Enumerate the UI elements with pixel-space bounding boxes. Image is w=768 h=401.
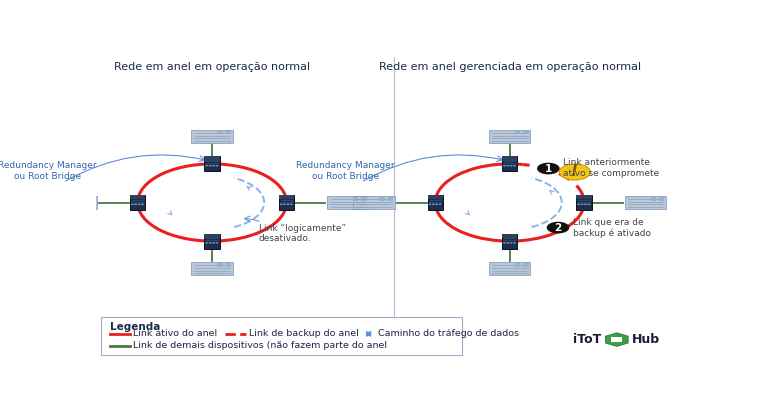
Circle shape [513,242,516,244]
Text: Link “logicamente”
desativado.: Link “logicamente” desativado. [259,224,346,243]
FancyBboxPatch shape [502,156,518,171]
Circle shape [209,242,211,244]
Text: Hub: Hub [632,333,660,346]
Circle shape [588,204,591,205]
FancyBboxPatch shape [204,234,220,249]
Text: 1: 1 [545,164,552,174]
Circle shape [578,204,580,205]
Text: Link ativo do anel: Link ativo do anel [133,329,217,338]
Circle shape [435,204,439,205]
FancyBboxPatch shape [327,196,369,209]
FancyBboxPatch shape [101,317,462,355]
FancyBboxPatch shape [353,196,395,209]
FancyBboxPatch shape [55,196,98,209]
FancyBboxPatch shape [217,263,223,267]
Circle shape [212,165,215,166]
Text: Legenda: Legenda [111,322,161,332]
FancyBboxPatch shape [523,131,528,134]
Circle shape [559,164,591,180]
Text: Link de demais dispositivos (não fazem parte do anel: Link de demais dispositivos (não fazem p… [133,342,387,350]
Circle shape [215,242,218,244]
Circle shape [137,204,141,205]
Circle shape [503,242,506,244]
FancyBboxPatch shape [226,131,231,134]
FancyBboxPatch shape [279,195,294,210]
FancyBboxPatch shape [191,130,233,143]
Text: Redundancy Manager
ou Root Bridge: Redundancy Manager ou Root Bridge [296,162,395,181]
FancyBboxPatch shape [81,197,87,200]
Circle shape [513,165,516,166]
FancyBboxPatch shape [388,197,393,200]
Circle shape [205,242,208,244]
FancyBboxPatch shape [90,197,95,200]
FancyBboxPatch shape [226,263,231,267]
Circle shape [212,242,215,244]
Circle shape [503,165,506,166]
Text: Caminho do tráfego de dados: Caminho do tráfego de dados [378,329,519,338]
FancyBboxPatch shape [576,195,592,210]
Text: Link de backup do anel: Link de backup do anel [249,329,359,338]
FancyBboxPatch shape [515,131,521,134]
FancyBboxPatch shape [353,197,359,200]
Circle shape [209,165,211,166]
Circle shape [141,204,144,205]
FancyBboxPatch shape [130,195,145,210]
FancyBboxPatch shape [428,195,443,210]
Text: Link que era de
backup é ativado: Link que era de backup é ativado [573,218,651,238]
FancyBboxPatch shape [624,196,666,209]
FancyBboxPatch shape [204,156,220,171]
Circle shape [205,165,208,166]
FancyBboxPatch shape [428,195,443,199]
FancyBboxPatch shape [191,262,233,275]
FancyBboxPatch shape [502,234,518,238]
FancyBboxPatch shape [523,263,528,267]
Text: 2: 2 [554,223,561,233]
Circle shape [134,204,137,205]
Circle shape [506,165,509,166]
Circle shape [432,204,435,205]
Circle shape [506,242,509,244]
Circle shape [439,204,442,205]
FancyBboxPatch shape [488,262,531,275]
FancyBboxPatch shape [650,197,656,200]
FancyBboxPatch shape [488,130,531,143]
FancyBboxPatch shape [379,197,385,200]
FancyBboxPatch shape [502,234,518,249]
Text: Rede em anel em operação normal: Rede em anel em operação normal [114,62,310,72]
Text: !: ! [571,164,578,179]
Circle shape [584,204,587,205]
FancyBboxPatch shape [502,156,518,161]
Circle shape [215,165,218,166]
Text: iToT: iToT [573,333,601,346]
Circle shape [510,165,512,166]
Text: Redundancy Manager
ou Root Bridge: Redundancy Manager ou Root Bridge [0,162,97,181]
Circle shape [286,204,290,205]
FancyBboxPatch shape [659,197,664,200]
Circle shape [280,204,283,205]
FancyBboxPatch shape [279,195,294,199]
Circle shape [290,204,293,205]
Circle shape [510,242,512,244]
Text: Rede em anel gerenciada em operação normal: Rede em anel gerenciada em operação norm… [379,62,641,72]
FancyBboxPatch shape [576,195,592,199]
Circle shape [581,204,584,205]
FancyBboxPatch shape [515,263,521,267]
FancyBboxPatch shape [204,234,220,238]
FancyBboxPatch shape [204,156,220,161]
FancyBboxPatch shape [362,197,367,200]
Circle shape [537,163,560,174]
Text: Link anteriormente
ativo se compromete: Link anteriormente ativo se compromete [563,158,660,178]
FancyBboxPatch shape [130,195,145,199]
Circle shape [429,204,432,205]
Circle shape [131,204,134,205]
FancyBboxPatch shape [217,131,223,134]
Circle shape [547,222,569,233]
Circle shape [283,204,286,205]
